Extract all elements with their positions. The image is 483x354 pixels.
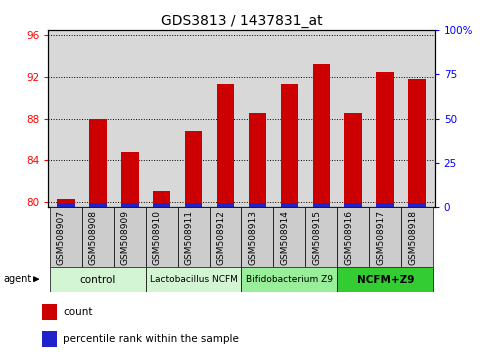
Bar <box>313 203 330 207</box>
Bar <box>242 267 337 292</box>
Bar <box>344 113 362 207</box>
Bar <box>401 207 433 267</box>
Bar <box>146 207 178 267</box>
Bar <box>57 199 75 207</box>
Bar <box>313 64 330 207</box>
Bar <box>217 84 234 207</box>
Bar <box>242 207 273 267</box>
Bar <box>153 192 170 207</box>
Bar <box>89 119 107 207</box>
Bar <box>337 267 433 292</box>
Text: GSM508913: GSM508913 <box>248 210 257 265</box>
Bar <box>376 72 394 207</box>
Bar <box>185 131 202 207</box>
Bar <box>408 203 426 207</box>
Text: GSM508907: GSM508907 <box>57 210 66 265</box>
Bar <box>273 207 305 267</box>
Text: Lactobacillus NCFM: Lactobacillus NCFM <box>150 275 238 284</box>
Bar <box>57 203 75 207</box>
Bar <box>376 203 394 207</box>
Bar <box>210 207 242 267</box>
Bar <box>249 203 266 207</box>
Bar <box>369 207 401 267</box>
Title: GDS3813 / 1437831_at: GDS3813 / 1437831_at <box>161 14 322 28</box>
Text: GSM508917: GSM508917 <box>376 210 385 265</box>
Text: GSM508918: GSM508918 <box>408 210 417 265</box>
Text: GSM508912: GSM508912 <box>216 210 226 265</box>
Bar <box>408 79 426 207</box>
Bar <box>50 207 82 267</box>
Bar <box>337 207 369 267</box>
Bar <box>305 207 337 267</box>
Text: Bifidobacterium Z9: Bifidobacterium Z9 <box>246 275 333 284</box>
Text: control: control <box>80 275 116 285</box>
Text: GSM508914: GSM508914 <box>281 210 289 265</box>
Text: agent: agent <box>4 274 32 284</box>
Bar <box>121 152 139 207</box>
Text: GSM508909: GSM508909 <box>121 210 130 265</box>
Bar <box>42 304 57 320</box>
Bar <box>185 203 202 207</box>
Bar <box>249 113 266 207</box>
Bar <box>217 203 234 207</box>
Text: GSM508910: GSM508910 <box>153 210 162 265</box>
Bar <box>153 203 170 207</box>
Text: GSM508908: GSM508908 <box>89 210 98 265</box>
Bar <box>121 203 139 207</box>
Bar <box>82 207 114 267</box>
Bar <box>344 203 362 207</box>
Bar <box>114 207 146 267</box>
Bar <box>281 203 298 207</box>
Text: GSM508916: GSM508916 <box>344 210 353 265</box>
Bar <box>178 207 210 267</box>
Bar <box>42 331 57 347</box>
Text: NCFM+Z9: NCFM+Z9 <box>356 275 414 285</box>
Text: GSM508915: GSM508915 <box>313 210 321 265</box>
Bar <box>89 203 107 207</box>
Bar <box>281 84 298 207</box>
Text: percentile rank within the sample: percentile rank within the sample <box>63 334 239 344</box>
Text: count: count <box>63 307 93 317</box>
Bar <box>50 267 146 292</box>
Text: GSM508911: GSM508911 <box>185 210 194 265</box>
Bar <box>146 267 242 292</box>
